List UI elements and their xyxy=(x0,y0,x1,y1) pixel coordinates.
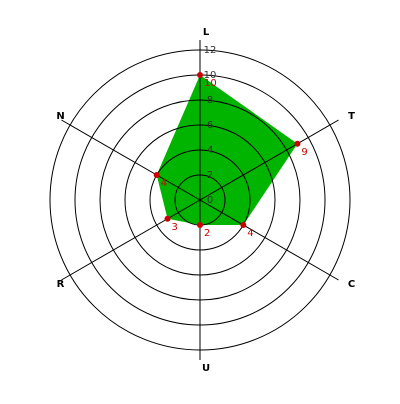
data-area xyxy=(156,75,298,225)
axis-spoke xyxy=(199,199,339,281)
r-tick-label: 6 xyxy=(207,120,213,131)
value-label: 9 xyxy=(301,147,307,158)
axis-spoke xyxy=(61,119,201,201)
data-point xyxy=(197,72,203,78)
r-tick-label: 12 xyxy=(204,45,217,56)
category-label: T xyxy=(348,111,355,122)
axis-spoke xyxy=(199,119,339,201)
category-label: C xyxy=(348,279,355,290)
category-label: L xyxy=(203,27,210,38)
axis-spoke xyxy=(61,199,201,281)
data-point xyxy=(197,222,203,228)
category-label: N xyxy=(56,111,64,122)
r-tick-label: 8 xyxy=(207,95,213,106)
value-label: 4 xyxy=(161,178,167,189)
category-label: U xyxy=(202,363,210,374)
data-point xyxy=(153,172,160,178)
r-tick-label: 4 xyxy=(207,145,213,156)
category-label: R xyxy=(57,279,65,290)
r-tick-label: 10 xyxy=(204,70,217,81)
value-label: 10 xyxy=(204,78,217,89)
r-tick-label: 0 xyxy=(207,195,213,206)
r-tick-label: 2 xyxy=(207,170,213,181)
value-label: 4 xyxy=(247,228,253,239)
data-point xyxy=(294,140,301,147)
value-label: 2 xyxy=(204,228,210,239)
data-point xyxy=(164,215,171,222)
value-label: 3 xyxy=(172,222,178,233)
data-point xyxy=(240,222,247,228)
